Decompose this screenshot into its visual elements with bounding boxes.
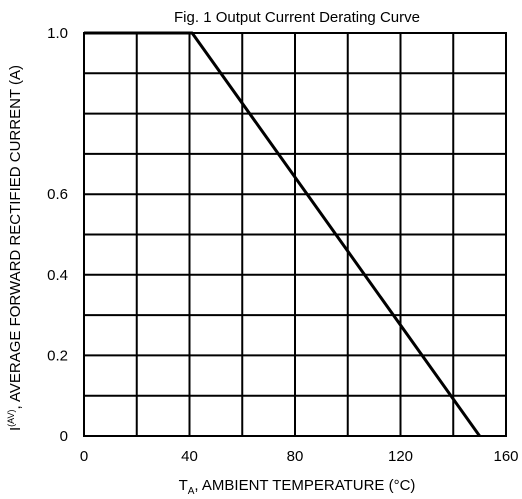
- x-tick-label: 80: [287, 448, 304, 465]
- y-tick-label: 1.0: [47, 25, 68, 42]
- x-tick-label: 120: [388, 448, 413, 465]
- derating-curve: [84, 31, 481, 437]
- y-tick-label: 0.4: [47, 267, 68, 284]
- chart-title: Fig. 1 Output Current Derating Curve: [174, 9, 420, 26]
- y-axis-label: I(AV), AVERAGE FORWARD RECTIFIED CURRENT…: [6, 65, 24, 431]
- x-tick-label: 160: [493, 448, 518, 465]
- x-tick-label: 40: [181, 448, 198, 465]
- y-tick-label: 0: [60, 428, 68, 445]
- plot-frame: [83, 32, 507, 437]
- x-axis-symbol: T: [179, 477, 188, 494]
- y-axis-superscript: (AV): [6, 409, 16, 426]
- y-tick-label: 0.6: [47, 186, 68, 203]
- series-layer: [84, 31, 481, 437]
- x-axis-subscript: A: [188, 486, 195, 497]
- x-tick-label: 0: [80, 448, 88, 465]
- x-axis-text: , AMBIENT TEMPERATURE (°C): [194, 477, 415, 494]
- y-axis-text: , AVERAGE FORWARD RECTIFIED CURRENT (A): [7, 65, 24, 409]
- y-tick-label: 0.2: [47, 347, 68, 364]
- grid: [83, 32, 507, 437]
- y-tick-labels: 0 0.2 0.4 0.6 1.0: [47, 25, 68, 445]
- y-axis-symbol: I: [7, 427, 24, 431]
- x-axis-label: TA, AMBIENT TEMPERATURE (°C): [179, 477, 416, 497]
- x-tick-labels: 0 40 80 120 160: [80, 448, 519, 465]
